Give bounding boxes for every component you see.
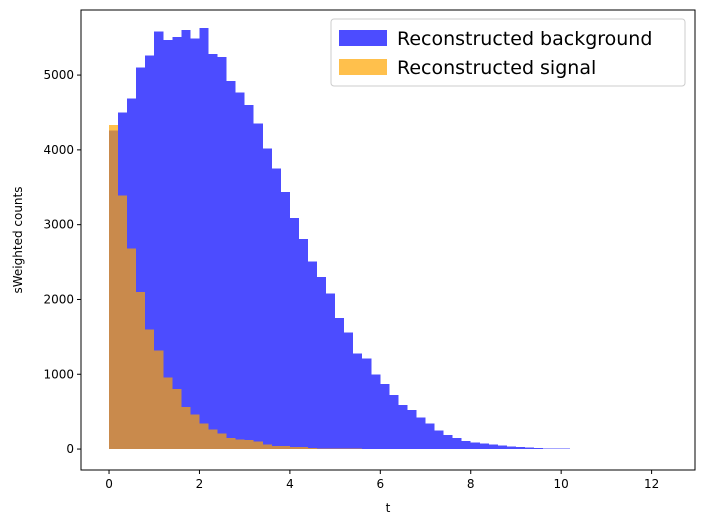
bar-background xyxy=(190,38,200,450)
x-tick-label: 6 xyxy=(376,477,384,491)
x-tick-label: 0 xyxy=(105,477,113,491)
y-tick-label: 1000 xyxy=(43,367,74,381)
bar-signal xyxy=(317,448,327,450)
bar-background xyxy=(163,39,173,450)
bar-signal xyxy=(271,446,281,450)
bar-background xyxy=(307,261,318,450)
bar-signal xyxy=(262,444,272,450)
legend: Reconstructed background Reconstructed s… xyxy=(330,18,686,87)
bar-background xyxy=(226,81,236,450)
legend-box xyxy=(330,18,686,87)
legend-label-signal: Reconstructed signal xyxy=(397,57,596,79)
bar-background xyxy=(136,67,146,450)
bar-background xyxy=(326,293,336,450)
legend-swatch-background xyxy=(339,30,387,46)
x-axis-ticks: 0 2 4 6 8 10 12 xyxy=(105,470,659,491)
bar-signal xyxy=(253,441,263,450)
bar-background xyxy=(506,446,516,450)
bar-background xyxy=(344,332,354,450)
x-axis-label: t xyxy=(386,501,391,515)
bar-background xyxy=(253,123,263,450)
bar-signal xyxy=(289,446,299,450)
bar-signal xyxy=(326,448,336,450)
bar-background xyxy=(515,447,525,450)
y-tick-label: 2000 xyxy=(43,292,74,306)
bar-signal xyxy=(217,433,227,450)
bar-signal xyxy=(208,429,218,450)
x-tick-label: 10 xyxy=(554,477,569,491)
y-axis-label: sWeighted counts xyxy=(11,187,25,294)
bar-signal xyxy=(118,195,128,450)
legend-label-background: Reconstructed background xyxy=(397,28,652,50)
x-tick-label: 12 xyxy=(644,477,659,491)
bar-background xyxy=(452,437,462,450)
bar-signal xyxy=(280,446,290,450)
bar-background xyxy=(434,430,444,450)
bar-signal xyxy=(181,407,191,450)
bar-background xyxy=(199,27,209,450)
bar-signal xyxy=(190,414,200,450)
bar-background xyxy=(335,318,345,450)
bar-background xyxy=(217,57,227,450)
bar-background xyxy=(389,395,399,450)
bar-background xyxy=(353,353,363,450)
bar-background xyxy=(181,30,191,450)
bar-signal xyxy=(136,291,146,450)
bar-background xyxy=(470,442,480,450)
bar-background xyxy=(543,448,553,450)
bar-background xyxy=(154,31,164,450)
y-tick-label: 3000 xyxy=(43,218,74,232)
y-axis-ticks: 0 1000 2000 3000 4000 5000 xyxy=(43,68,81,456)
y-tick-label: 4000 xyxy=(43,143,74,157)
bar-signal xyxy=(244,440,254,450)
bar-background xyxy=(461,440,471,450)
bar-background xyxy=(244,104,254,450)
x-tick-label: 2 xyxy=(196,477,204,491)
y-tick-label: 0 xyxy=(66,442,74,456)
bar-background xyxy=(271,168,281,450)
bar-signal xyxy=(298,446,308,450)
bar-background xyxy=(262,148,272,450)
bar-background xyxy=(497,445,507,450)
bar-background xyxy=(488,444,498,450)
y-tick-label: 5000 xyxy=(43,68,74,82)
bar-signal xyxy=(163,377,173,450)
bar-background xyxy=(317,277,327,450)
legend-swatch-signal xyxy=(339,59,387,75)
bar-background xyxy=(380,383,390,450)
bar-signal xyxy=(235,439,245,450)
bar-background xyxy=(443,434,453,450)
plot-frame xyxy=(80,9,696,471)
bar-background xyxy=(398,404,408,450)
bar-signal xyxy=(307,447,318,450)
bar-background xyxy=(534,447,544,450)
bar-background xyxy=(371,374,381,450)
bar-background xyxy=(407,410,417,450)
bar-background xyxy=(524,447,535,450)
bar-background xyxy=(145,55,155,450)
bar-background xyxy=(362,358,372,450)
bar-signal xyxy=(199,423,209,450)
bar-signal xyxy=(145,329,155,450)
bar-background xyxy=(416,417,426,450)
bar-signal xyxy=(172,389,182,450)
bar-background xyxy=(235,92,245,450)
bar-signal xyxy=(109,125,119,450)
bars-layer xyxy=(109,27,571,450)
bar-background xyxy=(298,238,308,450)
bar-background xyxy=(208,54,218,450)
x-tick-label: 8 xyxy=(467,477,475,491)
bar-signal xyxy=(127,248,137,450)
bar-background xyxy=(425,423,435,450)
bar-background xyxy=(280,191,290,450)
bar-background xyxy=(479,443,489,450)
bar-background xyxy=(289,217,299,450)
x-tick-label: 4 xyxy=(286,477,294,491)
bar-background xyxy=(172,36,182,450)
bar-signal xyxy=(226,437,236,450)
bar-signal xyxy=(154,350,164,450)
